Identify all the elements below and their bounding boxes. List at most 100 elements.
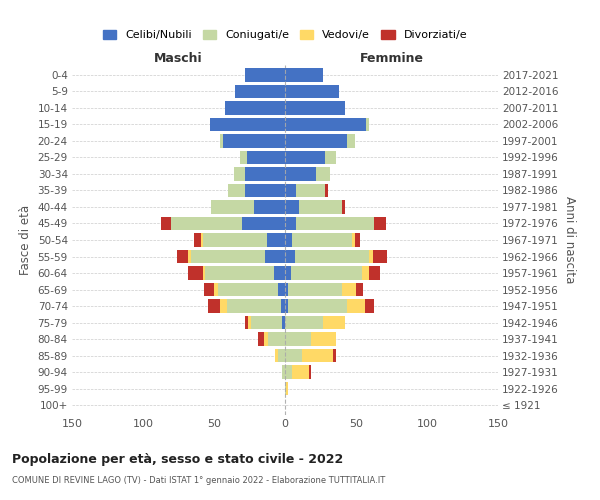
Bar [234, 167, 245, 180]
Bar [285, 316, 323, 330]
Bar [285, 250, 295, 264]
Bar [362, 266, 369, 280]
Bar [286, 382, 288, 396]
Bar [285, 150, 325, 164]
Bar [296, 216, 374, 230]
Bar [311, 332, 336, 346]
Bar [325, 150, 336, 164]
Bar [161, 216, 172, 230]
Bar [285, 184, 296, 197]
Bar [285, 300, 288, 313]
Bar [227, 300, 281, 313]
Bar [258, 332, 264, 346]
Bar [242, 216, 285, 230]
Bar [266, 233, 285, 247]
Bar [254, 200, 285, 214]
Bar [352, 233, 355, 247]
Bar [239, 150, 247, 164]
Bar [285, 349, 302, 362]
Bar [309, 366, 311, 379]
Bar [292, 366, 309, 379]
Bar [285, 382, 286, 396]
Bar [365, 300, 374, 313]
Bar [285, 366, 292, 379]
Bar [282, 366, 285, 379]
Bar [323, 316, 344, 330]
Bar [203, 266, 205, 280]
Bar [366, 118, 369, 131]
Bar [211, 200, 254, 214]
Bar [204, 283, 214, 296]
Bar [302, 349, 333, 362]
Bar [205, 266, 274, 280]
Bar [235, 84, 285, 98]
Bar [275, 349, 278, 362]
Bar [278, 283, 285, 296]
Bar [342, 283, 356, 296]
Bar [191, 250, 265, 264]
Bar [194, 233, 201, 247]
Bar [208, 300, 220, 313]
Bar [373, 250, 387, 264]
Bar [228, 184, 245, 197]
Bar [218, 283, 278, 296]
Bar [285, 332, 311, 346]
Bar [374, 216, 386, 230]
Bar [285, 84, 339, 98]
Bar [288, 300, 347, 313]
Bar [285, 283, 288, 296]
Bar [285, 101, 344, 114]
Bar [369, 266, 380, 280]
Bar [369, 250, 373, 264]
Bar [214, 283, 218, 296]
Bar [285, 200, 299, 214]
Bar [210, 118, 285, 131]
Bar [285, 233, 292, 247]
Bar [245, 68, 285, 82]
Bar [278, 349, 285, 362]
Bar [281, 300, 285, 313]
Bar [203, 233, 266, 247]
Bar [290, 266, 362, 280]
Bar [296, 184, 325, 197]
Bar [285, 68, 323, 82]
Bar [347, 300, 365, 313]
Bar [333, 349, 336, 362]
Bar [223, 134, 285, 147]
Bar [177, 250, 188, 264]
Bar [245, 184, 285, 197]
Y-axis label: Anni di nascita: Anni di nascita [563, 196, 575, 284]
Bar [188, 250, 191, 264]
Bar [245, 316, 248, 330]
Bar [220, 134, 223, 147]
Bar [282, 316, 285, 330]
Bar [248, 316, 251, 330]
Bar [226, 101, 285, 114]
Bar [264, 332, 268, 346]
Bar [325, 184, 328, 197]
Bar [288, 283, 342, 296]
Bar [285, 266, 290, 280]
Bar [285, 134, 347, 147]
Bar [251, 316, 282, 330]
Legend: Celibi/Nubili, Coniugati/e, Vedovi/e, Divorziati/e: Celibi/Nubili, Coniugati/e, Vedovi/e, Di… [98, 25, 472, 44]
Bar [292, 233, 352, 247]
Bar [245, 167, 285, 180]
Bar [268, 332, 285, 346]
Y-axis label: Fasce di età: Fasce di età [19, 205, 32, 275]
Bar [172, 216, 242, 230]
Bar [347, 134, 355, 147]
Bar [316, 167, 331, 180]
Text: COMUNE DI REVINE LAGO (TV) - Dati ISTAT 1° gennaio 2022 - Elaborazione TUTTITALI: COMUNE DI REVINE LAGO (TV) - Dati ISTAT … [12, 476, 385, 485]
Bar [220, 300, 227, 313]
Text: Femmine: Femmine [359, 52, 424, 64]
Bar [295, 250, 369, 264]
Bar [285, 216, 296, 230]
Bar [285, 167, 316, 180]
Bar [265, 250, 285, 264]
Text: Popolazione per età, sesso e stato civile - 2022: Popolazione per età, sesso e stato civil… [12, 452, 343, 466]
Bar [274, 266, 285, 280]
Bar [247, 150, 285, 164]
Bar [299, 200, 342, 214]
Bar [201, 233, 203, 247]
